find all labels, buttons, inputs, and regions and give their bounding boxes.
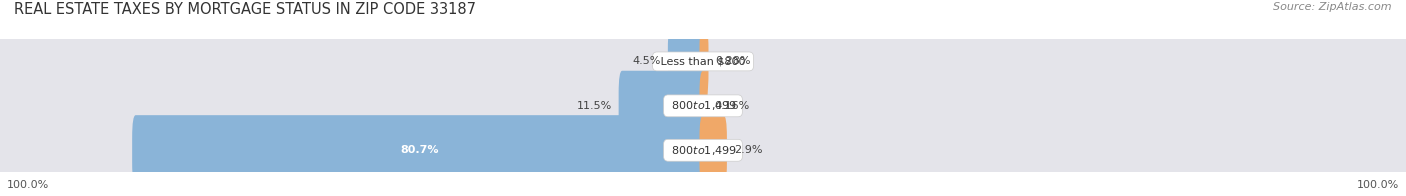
- Text: $800 to $1,499: $800 to $1,499: [668, 144, 738, 157]
- Text: Less than $800: Less than $800: [657, 56, 749, 66]
- Text: Source: ZipAtlas.com: Source: ZipAtlas.com: [1274, 2, 1392, 12]
- FancyBboxPatch shape: [0, 13, 1406, 110]
- FancyBboxPatch shape: [700, 26, 709, 96]
- FancyBboxPatch shape: [668, 26, 707, 96]
- Text: 80.7%: 80.7%: [401, 145, 439, 155]
- Text: $800 to $1,499: $800 to $1,499: [668, 99, 738, 112]
- Text: 0.16%: 0.16%: [714, 101, 749, 111]
- FancyBboxPatch shape: [619, 71, 707, 141]
- Text: 0.28%: 0.28%: [716, 56, 751, 66]
- Text: 4.5%: 4.5%: [633, 56, 661, 66]
- FancyBboxPatch shape: [700, 71, 707, 141]
- Text: 2.9%: 2.9%: [734, 145, 762, 155]
- Text: 11.5%: 11.5%: [576, 101, 612, 111]
- FancyBboxPatch shape: [0, 57, 1406, 154]
- FancyBboxPatch shape: [0, 102, 1406, 196]
- FancyBboxPatch shape: [700, 115, 727, 185]
- Text: 100.0%: 100.0%: [7, 180, 49, 190]
- Text: REAL ESTATE TAXES BY MORTGAGE STATUS IN ZIP CODE 33187: REAL ESTATE TAXES BY MORTGAGE STATUS IN …: [14, 2, 477, 17]
- FancyBboxPatch shape: [132, 115, 707, 185]
- Text: 100.0%: 100.0%: [1357, 180, 1399, 190]
